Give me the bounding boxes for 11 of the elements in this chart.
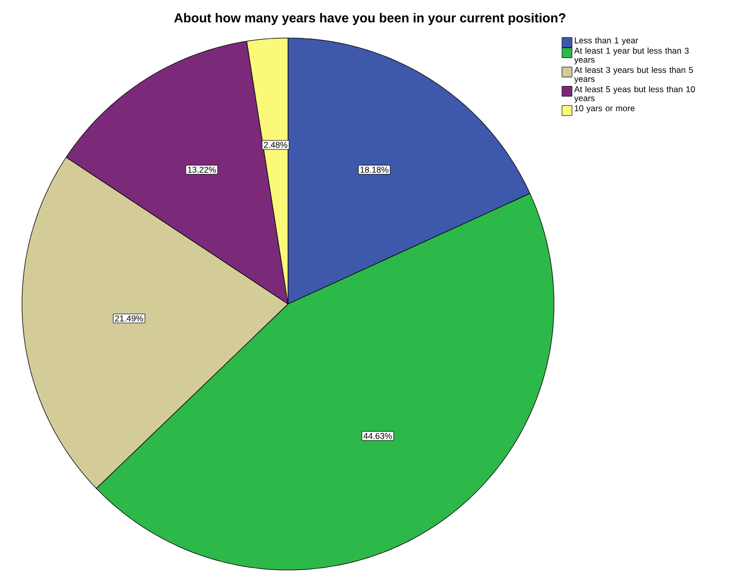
data-label: 21.49% [115, 315, 144, 322]
data-label: 18.18% [360, 166, 388, 173]
legend-label: At least 5 yeas but less than 10 years [574, 86, 695, 103]
data-label: 13.22% [188, 166, 216, 173]
data-label: 44.63% [364, 432, 392, 439]
data-label: 2.48% [264, 142, 288, 148]
chart-title: About how many years have you been in your current position? [174, 12, 566, 26]
legend-label: 10 yars or more [574, 105, 635, 113]
legend-label: At least 1 year but less than 3 years [574, 47, 689, 64]
legend-label: At least 3 years but less than 5 years [574, 66, 693, 84]
legend-label: Less than 1 year [574, 37, 638, 46]
